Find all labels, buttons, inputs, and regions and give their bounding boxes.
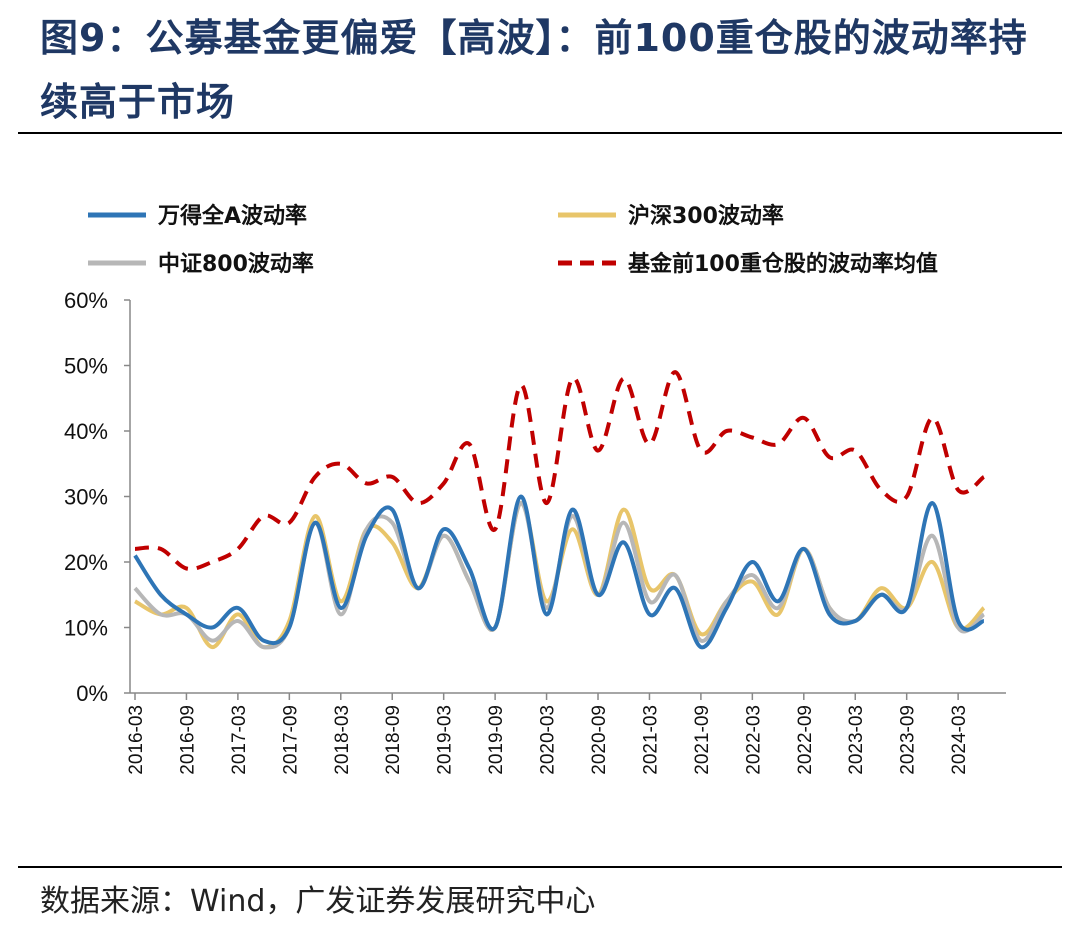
x-tick-label: 2018-09 <box>383 705 404 775</box>
legend-item-fund-top100: 基金前100重仓股的波动率均值 <box>558 251 938 277</box>
x-tick-label: 2016-09 <box>177 705 198 775</box>
x-tick-label: 2021-09 <box>692 705 713 775</box>
y-tick-label: 30% <box>64 485 108 510</box>
chart-title: 图9：公募基金更偏爱【高波】：前100重仓股的波动率持续高于市场 <box>40 16 1028 124</box>
x-tick-label: 2022-09 <box>795 705 816 775</box>
series-fund-top100-line <box>134 370 986 571</box>
axes: 0% 10% 20% 30% 40% 50% 60% 2016-03 2016-09 2017-0… <box>64 288 1006 775</box>
bottom-divider <box>18 866 1062 868</box>
x-tick-label: 2019-03 <box>435 705 456 775</box>
plot-area <box>133 370 986 650</box>
series-wind-all-a-line <box>133 494 985 650</box>
y-tick-label: 20% <box>64 550 108 575</box>
x-tick-label: 2020-03 <box>538 705 559 775</box>
x-tick-label: 2022-03 <box>743 705 764 775</box>
x-tick-label: 2023-09 <box>898 705 919 775</box>
y-tick-label: 50% <box>64 354 108 379</box>
top-divider <box>18 132 1062 134</box>
y-tick-label: 60% <box>64 288 108 313</box>
legend-label: 中证800波动率 <box>158 251 314 277</box>
legend-label: 基金前100重仓股的波动率均值 <box>628 251 938 277</box>
legend-item-wind-all-a: 万得全A波动率 <box>88 203 307 229</box>
x-tick-label: 2021-03 <box>640 705 661 775</box>
source-note: 数据来源：Wind，广发证券发展研究中心 <box>40 884 596 919</box>
x-tick-label: 2016-03 <box>126 705 147 775</box>
y-tick-label: 10% <box>64 616 108 641</box>
legend-item-zz800: 中证800波动率 <box>88 251 314 277</box>
x-tick-label: 2018-03 <box>332 705 353 775</box>
x-tick-label: 2017-09 <box>280 705 301 775</box>
legend-item-hs300: 沪深300波动率 <box>558 203 784 229</box>
x-tick-label: 2023-03 <box>846 705 867 775</box>
y-tick-label: 0% <box>76 681 108 706</box>
legend-label: 沪深300波动率 <box>628 203 784 229</box>
x-tick-label: 2019-09 <box>486 705 507 775</box>
x-tick-label: 2020-09 <box>589 705 610 775</box>
x-tick-label: 2024-03 <box>949 705 970 775</box>
y-tick-label: 40% <box>64 419 108 444</box>
legend-label: 万得全A波动率 <box>157 203 307 229</box>
x-tick-label: 2017-03 <box>229 705 250 775</box>
